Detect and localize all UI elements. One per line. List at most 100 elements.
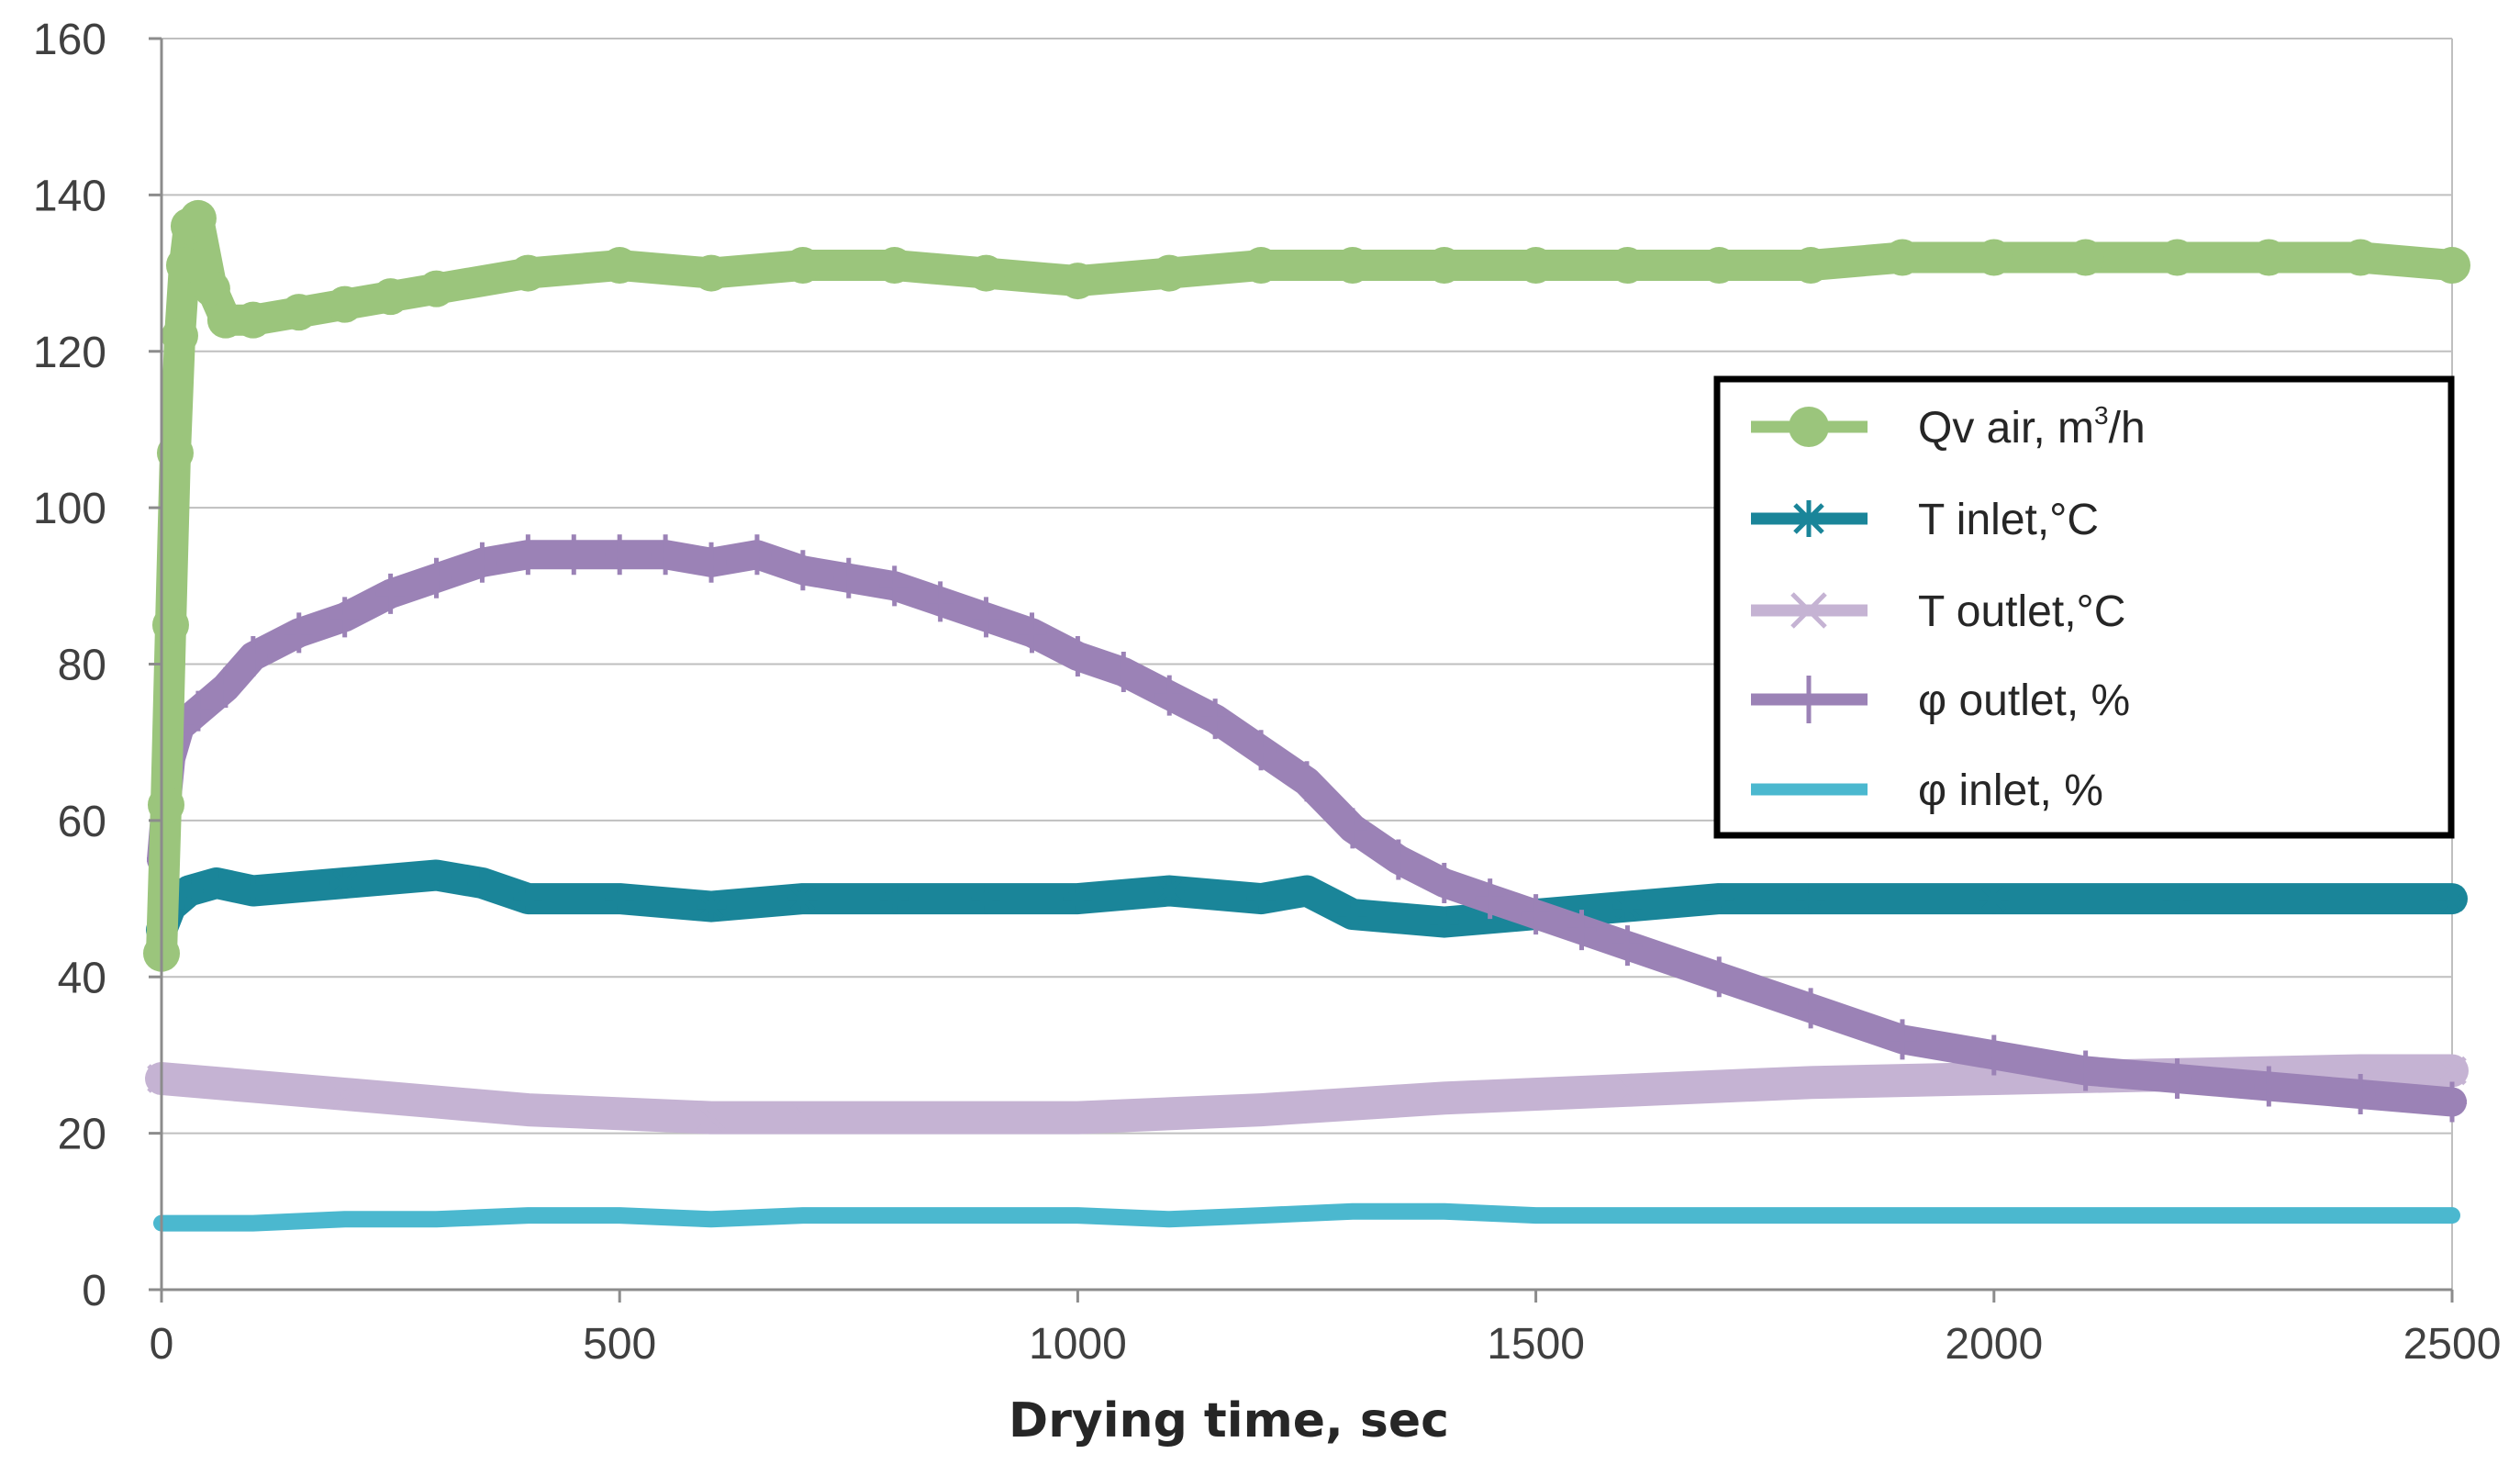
data-point [1059, 263, 1097, 300]
data-point [605, 884, 635, 914]
data-point [833, 557, 864, 598]
gridlines [162, 38, 2453, 1290]
y-tick-label: 20 [58, 1111, 106, 1159]
data-point [1333, 247, 1371, 285]
data-point [421, 557, 452, 598]
data-point [2254, 1066, 2284, 1107]
legend-label: T inlet,°C [1918, 496, 2099, 544]
y-tick-label: 80 [58, 642, 106, 690]
data-point [2437, 1081, 2467, 1123]
data-point [2067, 239, 2104, 276]
legend-label: φ outlet, % [1918, 676, 2130, 725]
data-point [1609, 247, 1646, 285]
data-point [193, 270, 230, 308]
series-2 [145, 1054, 2469, 1135]
series-4 [153, 1202, 2460, 1232]
data-point [513, 884, 543, 914]
data-point [1429, 1083, 1459, 1113]
data-point [2162, 884, 2192, 914]
data-point [1979, 1034, 2009, 1076]
data-point [421, 860, 452, 890]
data-point [1612, 925, 1643, 967]
legend-item-4: φ inlet, % [1751, 766, 2103, 815]
data-point [605, 1099, 634, 1129]
series-line [153, 1202, 2460, 1232]
data-point [1063, 1102, 1093, 1133]
plot-area [143, 199, 2470, 1232]
data-point [971, 1102, 1001, 1133]
data-point [375, 573, 406, 614]
legend-marker [1790, 676, 1827, 723]
series-line [147, 540, 2467, 1117]
legend-item-3: φ outlet, % [1751, 676, 2130, 725]
legend-item-0: Qv air, m3/h [1751, 401, 2146, 453]
data-point [1704, 884, 1734, 914]
data-point [509, 254, 547, 292]
data-point [201, 868, 231, 899]
data-point [1337, 808, 1367, 849]
data-point [2437, 884, 2467, 914]
data-point [1429, 863, 1459, 904]
data-point [742, 534, 772, 576]
data-point [1521, 894, 1551, 935]
data-point [651, 534, 681, 576]
data-point [513, 534, 543, 576]
data-point [1975, 239, 2013, 276]
data-point [2342, 239, 2380, 276]
y-tick-label: 0 [82, 1267, 106, 1315]
legend-item-1: T inlet,°C [1751, 496, 2099, 544]
data-point [1063, 884, 1093, 914]
data-point [1475, 878, 1505, 920]
data-point [156, 434, 194, 472]
legend-item-2: T outlet,°C [1751, 587, 2125, 636]
data-point [238, 876, 268, 906]
data-point [1517, 247, 1555, 285]
data-point [2434, 247, 2470, 285]
data-point [326, 285, 363, 323]
data-point [559, 534, 589, 576]
data-point [147, 786, 184, 823]
data-point [1704, 956, 1734, 998]
legend-label: φ inlet, % [1918, 766, 2103, 815]
data-point [875, 247, 913, 285]
data-point [284, 612, 314, 654]
data-point [2250, 239, 2288, 276]
data-point [173, 876, 204, 906]
data-point [1154, 876, 1185, 906]
data-point [1429, 907, 1459, 937]
data-point [784, 247, 821, 285]
x-tick-label: 500 [583, 1320, 656, 1369]
data-point [697, 1102, 726, 1133]
data-point [1700, 247, 1738, 285]
data-point [1979, 884, 2009, 914]
data-point [151, 606, 189, 643]
data-point [879, 565, 909, 607]
data-point [238, 635, 268, 676]
data-point [329, 868, 360, 899]
data-point [697, 891, 727, 922]
data-point [1151, 254, 1188, 292]
y-tick-label: 40 [58, 954, 106, 1002]
legend-label: Qv air, m3/h [1918, 401, 2146, 453]
data-point [1246, 884, 1277, 914]
data-point [693, 254, 730, 292]
series-0 [143, 199, 2470, 972]
data-point [1246, 1095, 1276, 1124]
x-tick-label: 2500 [2403, 1320, 2502, 1369]
x-tick-label: 1500 [1487, 1320, 1585, 1369]
data-point [183, 690, 213, 732]
data-point [605, 534, 635, 576]
data-point [1796, 1068, 1825, 1098]
data-point [2437, 1056, 2467, 1086]
data-point [467, 542, 497, 583]
data-point [1109, 652, 1139, 693]
x-tick-label: 1000 [1029, 1320, 1127, 1369]
data-point [1017, 612, 1047, 654]
tick-labels: 0 20 40 60 80 100 120 140 160 0 500 1000 1500 2000 250… [33, 16, 2501, 1369]
x-tick-label: 0 [150, 1320, 174, 1369]
data-point [1887, 1019, 1917, 1060]
data-point [1243, 247, 1280, 285]
data-point [1246, 730, 1277, 771]
data-point [1796, 884, 1826, 914]
data-point [697, 542, 727, 583]
